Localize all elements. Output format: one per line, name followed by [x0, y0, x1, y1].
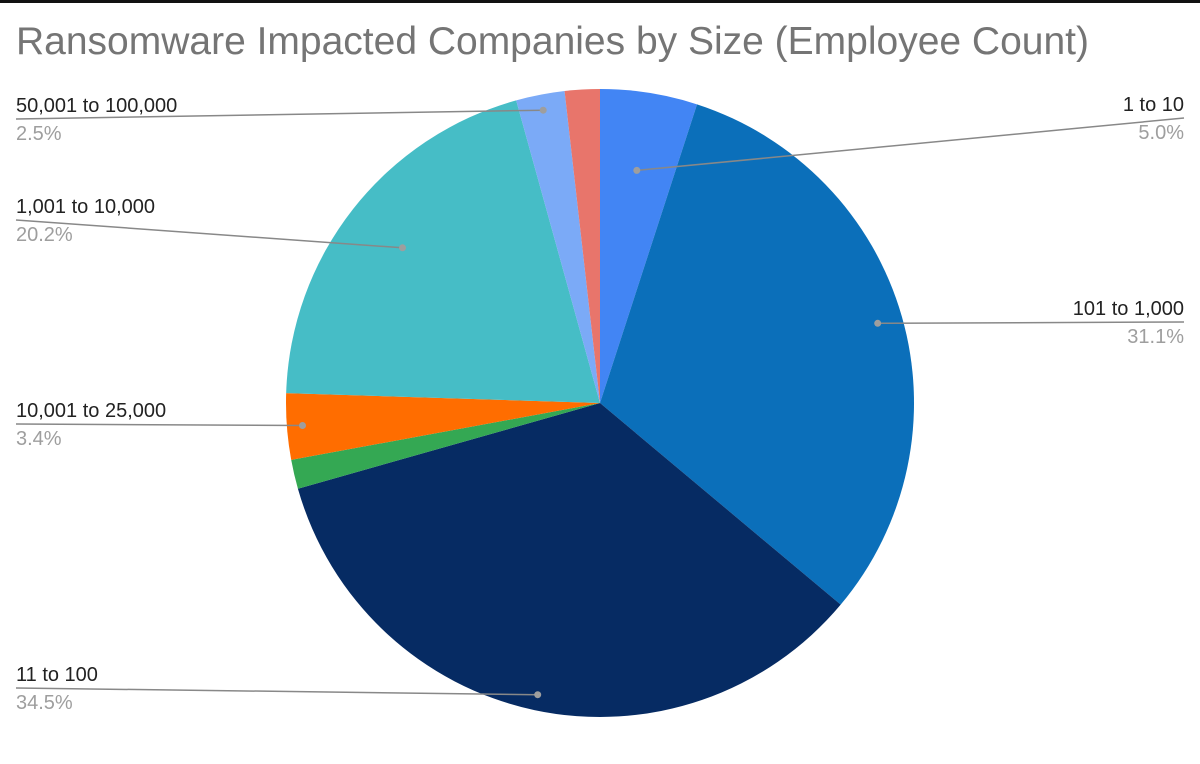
callout-dot [633, 166, 641, 174]
pie-callouts: 1 to 10 5.0% 101 to 1,000 31.1% 11 to 100 34.… [15, 94, 1185, 714]
top-border [0, 0, 1200, 3]
pie-slice [564, 89, 600, 403]
callout-dot [299, 422, 306, 429]
slice-percentage: 5.0% [1138, 122, 1184, 144]
pie-slice [600, 104, 915, 605]
slice-percentage: 31.1% [1127, 326, 1184, 348]
slice-label: 1 to 10 [1123, 94, 1184, 116]
slice-percentage: 2.5% [16, 123, 62, 145]
slice-label: 11 to 100 [16, 664, 98, 686]
callout-line [15, 423, 303, 427]
pie-slice [291, 403, 600, 489]
chart-title: Ransomware Impacted Companies by Size (E… [16, 20, 1089, 63]
pie-slices [285, 89, 915, 718]
pie-slice [297, 403, 841, 718]
pie-slice [285, 393, 600, 460]
callout-dot [399, 244, 406, 252]
callout-line [15, 687, 538, 696]
slice-percentage: 34.5% [16, 692, 73, 714]
callout-line [636, 117, 1185, 172]
pie-slice [516, 91, 600, 403]
slice-label: 101 to 1,000 [1073, 298, 1184, 320]
callout-dot [539, 106, 547, 114]
slice-label: 1,001 to 10,000 [16, 196, 155, 218]
callout-line [15, 109, 544, 120]
callout-line [877, 321, 1185, 325]
callout-dot [874, 319, 882, 327]
pie-slice [286, 100, 600, 403]
callout-dot [534, 691, 542, 699]
slice-label: 50,001 to 100,000 [16, 95, 177, 117]
slice-percentage: 20.2% [16, 224, 73, 246]
callout-line [15, 219, 403, 249]
slice-label: 10,001 to 25,000 [16, 400, 166, 422]
slice-percentage: 3.4% [16, 428, 62, 450]
